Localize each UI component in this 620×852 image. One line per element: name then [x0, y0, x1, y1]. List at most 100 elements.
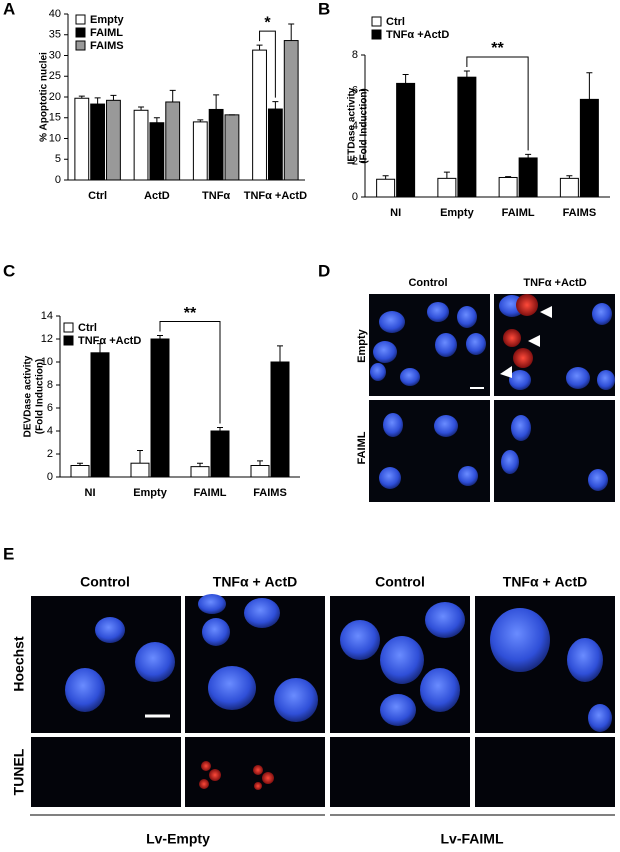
error-bar [277, 345, 283, 362]
y-axis-label: (Fold Induction) [359, 88, 370, 164]
x-tick-label: Empty [133, 487, 168, 499]
bar [133, 109, 149, 181]
x-tick-label: NI [390, 207, 401, 219]
group-label: Lv-FAIML [441, 831, 504, 847]
column-header: Control [408, 277, 447, 289]
x-tick-label: ActD [144, 190, 170, 202]
error-bar [110, 94, 117, 101]
y-tick-label: 35 [49, 29, 61, 41]
bar [518, 157, 538, 198]
y-tick-label: 10 [41, 356, 53, 368]
panel-label: A [3, 0, 15, 18]
x-tick-label: FAIMS [563, 207, 597, 219]
nuclei [65, 594, 612, 732]
x-tick-label: FAIML [194, 487, 227, 499]
x-tick-label: Empty [440, 207, 475, 219]
column-header: TNFα + ActD [503, 574, 587, 590]
error-bar [256, 44, 263, 51]
error-bar [77, 462, 83, 466]
bar [559, 177, 579, 198]
y-tick-label: 2 [352, 155, 358, 167]
error-bar [94, 97, 101, 105]
error-bar [288, 23, 295, 41]
y-axis-label: % Apoptotic nuclei [39, 52, 50, 142]
y-axis-label: (Fold Induction) [35, 359, 46, 435]
bar [165, 101, 181, 181]
bar [376, 178, 396, 198]
error-bar [566, 175, 573, 179]
error-bar [586, 72, 593, 100]
error-bar [402, 74, 409, 84]
error-bar [78, 95, 85, 99]
bar [250, 465, 270, 478]
legend-swatch [371, 29, 382, 40]
significance-label: ** [491, 40, 504, 57]
error-bar [257, 460, 263, 466]
legend-label: Ctrl [386, 16, 405, 28]
significance-label: ** [184, 305, 197, 322]
y-tick-label: 6 [47, 402, 53, 414]
bar [190, 466, 210, 478]
bar [70, 465, 90, 478]
y-tick-label: 8 [47, 379, 53, 391]
legend-swatch [371, 16, 382, 27]
x-tick-label: TNFα +ActD [244, 190, 307, 202]
significance-label: * [264, 14, 271, 31]
error-bar [153, 117, 160, 123]
legend-swatch [63, 335, 74, 346]
bar [74, 97, 90, 181]
error-bar [217, 427, 223, 431]
column-header: Control [375, 574, 425, 590]
y-tick-label: 25 [49, 70, 61, 82]
panel-label: B [318, 0, 330, 18]
legend-swatch [63, 322, 74, 333]
legend-label: FAIMS [90, 40, 124, 52]
significance-bracket [159, 321, 221, 424]
x-tick-label: FAIMS [253, 487, 287, 499]
bar [579, 98, 599, 198]
y-tick-label: 8 [352, 49, 358, 61]
bar [90, 103, 106, 181]
y-tick-label: 14 [41, 310, 53, 322]
x-tick-label: TNFα [202, 190, 230, 202]
bar [192, 121, 208, 181]
y-tick-label: 0 [55, 174, 61, 186]
y-tick-label: 2 [47, 448, 53, 460]
bar [270, 361, 290, 478]
column-header: TNFα + ActD [213, 574, 297, 590]
column-header: TNFα +ActD [523, 277, 586, 289]
bar [150, 338, 170, 478]
error-bar [525, 153, 532, 158]
bar [457, 76, 477, 198]
legend-swatch [75, 14, 86, 25]
column-header: Control [80, 574, 130, 590]
y-tick-label: 6 [352, 84, 358, 96]
row-label: Hoechst [11, 636, 27, 692]
legend-label: Ctrl [78, 322, 97, 334]
bar [149, 122, 165, 181]
bar [224, 114, 240, 181]
arrowheads [500, 306, 552, 378]
tunel-stain [199, 761, 274, 790]
bar [106, 99, 121, 181]
legend-swatch [75, 40, 86, 51]
y-axis-label: IETDase activity [347, 87, 358, 164]
bar [90, 352, 110, 478]
error-bar [197, 462, 203, 467]
panel-label: D [318, 261, 330, 280]
y-tick-label: 0 [352, 191, 358, 203]
bar [210, 430, 230, 478]
bar [283, 40, 299, 181]
row-label: Empty [356, 328, 368, 363]
error-bar [272, 101, 279, 110]
tunel-stain [503, 294, 538, 368]
significance-bracket [466, 56, 529, 151]
error-bar [137, 450, 143, 464]
panel-e: E Control TNFα + ActD Control TNFα + Act… [3, 544, 615, 847]
significance-bracket [259, 30, 276, 98]
row-label: TUNEL [11, 748, 27, 795]
y-axis-label: DEVDase activity [23, 355, 34, 437]
error-bar [197, 119, 204, 122]
